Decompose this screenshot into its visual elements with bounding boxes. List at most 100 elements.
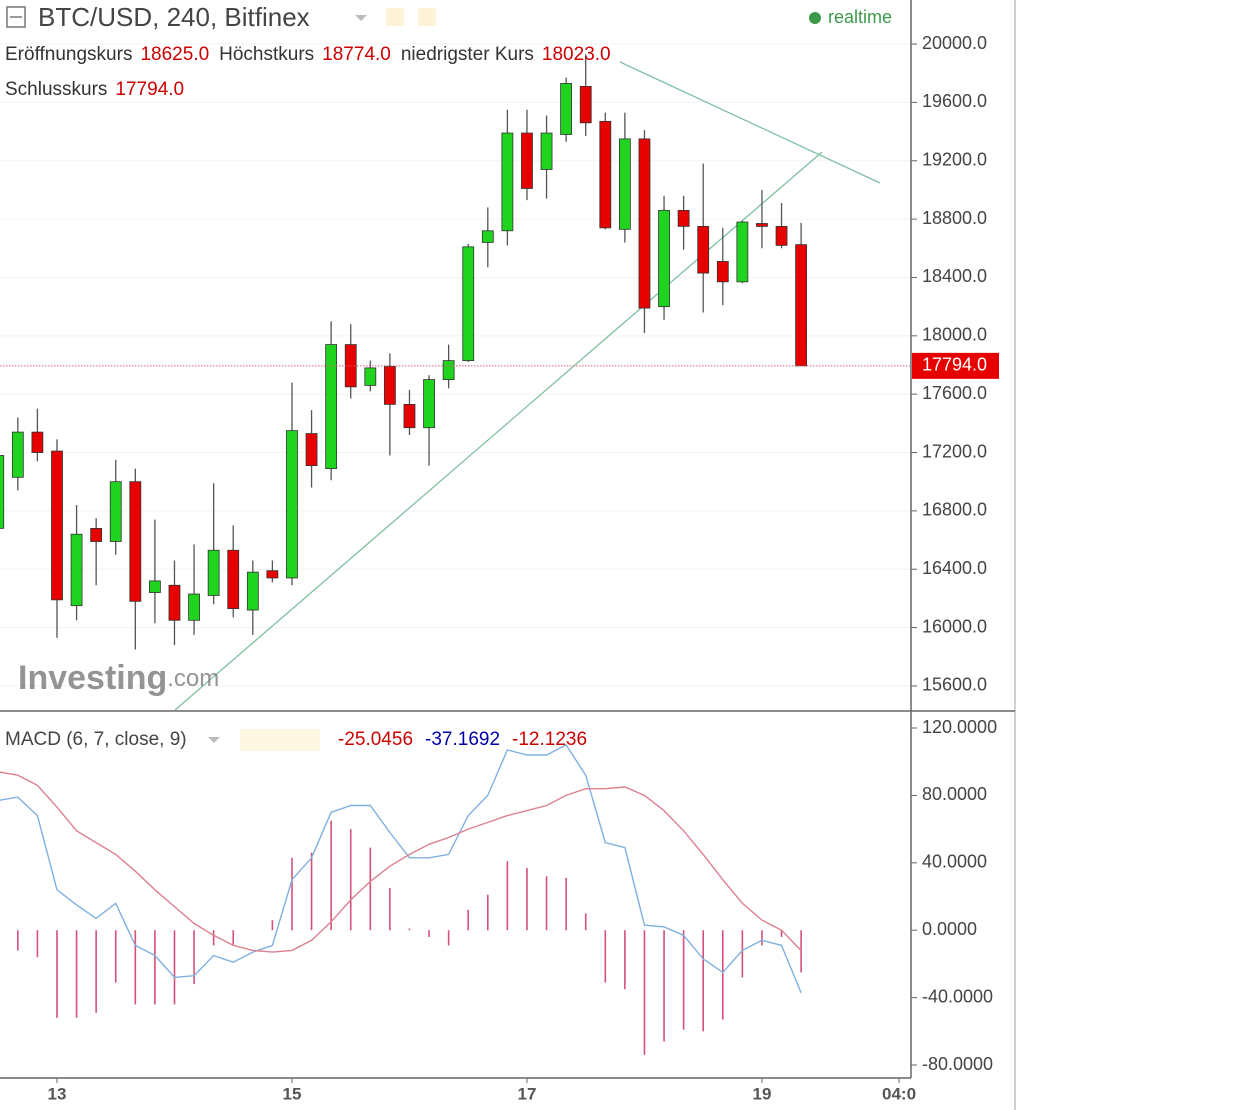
y-tick-label: 16800.0	[922, 500, 987, 520]
dropdown-arrow[interactable]	[355, 15, 367, 21]
candle-body	[305, 433, 318, 467]
status-dot	[809, 12, 821, 24]
y-tick-label: 18000.0	[922, 325, 987, 345]
x-tick-label: 19	[752, 1084, 771, 1103]
candle-body	[168, 584, 181, 621]
macd-legend-value: -37.1692	[425, 729, 500, 750]
axes: 20000.0 19600.0 19200.0 18800.0 18400.0 18000…	[48, 33, 999, 1103]
macd-line	[0, 771, 802, 953]
watermark-part: .com	[167, 665, 219, 692]
y-tick-label: 0.0000	[922, 919, 977, 939]
legend-item: Höchstkurs 18774.0	[219, 37, 391, 72]
candle-body	[364, 367, 377, 386]
last-price-label: 17794.0	[922, 355, 987, 375]
y-tick-label: 40.0000	[922, 852, 987, 872]
ohlc-legend: Eröffnungskurs 18625.0 Höchstkurs 18774.0 ni…	[5, 37, 685, 107]
watermark: Investing.com	[18, 659, 219, 697]
candle-body	[560, 83, 573, 135]
legend-value: 18023.0	[541, 44, 611, 65]
legend-name: Schlusskurs	[5, 79, 108, 100]
candle-body	[540, 132, 553, 170]
macd-legend-value: -12.1236	[512, 729, 587, 750]
legend-name: Höchstkurs	[219, 44, 315, 65]
macd-plot	[0, 743, 802, 1055]
y-tick-label: 19600.0	[922, 91, 987, 111]
legend-name: niedrigster Kurs	[400, 44, 534, 65]
macd-line	[0, 743, 802, 994]
candle-body	[521, 132, 533, 189]
candle-body	[11, 431, 24, 478]
x-tick-label: 15	[283, 1084, 302, 1103]
x-tick-label: 04:0	[882, 1084, 916, 1103]
legend-value: 17794.0	[115, 79, 185, 100]
y-tick-label: -80.0000	[922, 1054, 993, 1074]
candle-body	[442, 360, 455, 380]
candle-body	[462, 246, 475, 362]
last-price-box	[912, 352, 999, 379]
indicator-icons[interactable]	[240, 729, 320, 751]
legend-item: niedrigster Kurs 18023.0	[401, 37, 611, 72]
candle-body	[227, 549, 240, 610]
legend-item: Schlusskurs 17794.0	[5, 72, 184, 107]
y-tick-label: 18800.0	[922, 208, 987, 228]
settings-icon[interactable]	[418, 8, 436, 26]
y-tick-label: 15600.0	[922, 675, 987, 695]
y-tick-label: 18400.0	[922, 266, 987, 286]
trend-line	[619, 61, 881, 184]
candle-body	[246, 571, 259, 611]
candle-body	[775, 226, 788, 246]
x-tick-label: 13	[48, 1084, 67, 1103]
x-tick-label: 17	[518, 1084, 537, 1103]
candle-body	[618, 138, 631, 230]
candle-body	[423, 379, 435, 429]
y-tick-label: 17600.0	[922, 383, 987, 403]
chart-title: BTC/USD, 240, Bitfinex	[38, 2, 310, 32]
candle-body	[148, 580, 161, 593]
candle-body	[0, 455, 5, 529]
candle-body	[129, 481, 142, 602]
candle-body	[383, 366, 396, 405]
grid-layer	[0, 43, 910, 687]
legend-name: Eröffnungskurs	[5, 44, 133, 65]
candle-body	[51, 450, 63, 601]
candle-body	[677, 209, 690, 227]
watermark-part: Investing	[18, 659, 167, 697]
y-tick-label: 80.0000	[922, 784, 987, 804]
candle-body	[403, 403, 416, 429]
macd-legend-value: -25.0456	[338, 729, 413, 750]
candle-body	[266, 570, 279, 579]
legend-item: Eröffnungskurs 18625.0	[5, 37, 209, 72]
candle-body	[599, 120, 612, 229]
candle-body	[716, 261, 729, 283]
legend-value: 18625.0	[140, 44, 210, 65]
candle-body	[325, 344, 338, 469]
candle-body	[697, 226, 710, 274]
candle-body	[756, 223, 768, 227]
candle-body	[90, 527, 103, 542]
legend-value: 18774.0	[322, 44, 391, 65]
candle-body	[638, 138, 651, 309]
candle-body	[579, 85, 592, 124]
candle-body	[109, 481, 122, 542]
y-tick-label: 20000.0	[922, 33, 987, 53]
status-text: realtime	[828, 7, 892, 27]
candle-body	[658, 209, 670, 308]
price-plot	[0, 54, 910, 650]
y-tick-label: 120.0000	[922, 717, 997, 737]
candle-body	[501, 132, 514, 232]
candle-body	[188, 593, 200, 621]
y-tick-label: 17200.0	[922, 441, 987, 461]
candle-body	[70, 533, 83, 607]
dropdown-arrow[interactable]	[208, 737, 220, 743]
candle-body	[286, 430, 298, 579]
candle-body	[736, 221, 749, 283]
panel-icon	[6, 6, 26, 28]
candle-body	[795, 244, 808, 367]
settings-icon[interactable]	[386, 8, 404, 26]
candle-body	[207, 549, 220, 596]
trend-line	[174, 151, 823, 711]
y-tick-label: 16400.0	[922, 558, 987, 578]
y-tick-label: -40.0000	[922, 986, 993, 1006]
